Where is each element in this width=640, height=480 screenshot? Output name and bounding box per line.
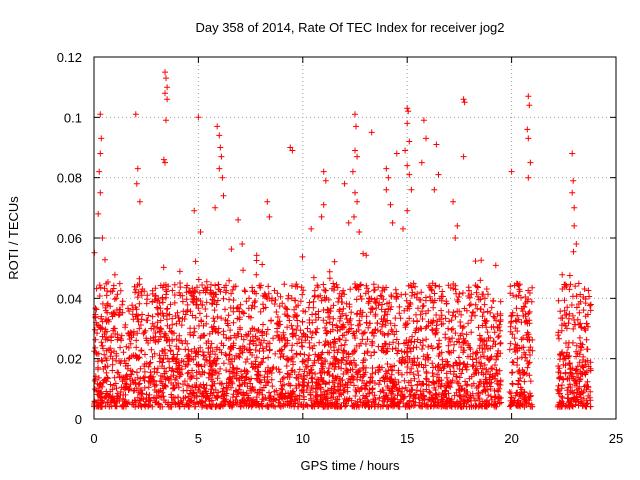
- x-axis-label: GPS time / hours: [301, 458, 400, 473]
- y-tick-labels: 0 0.02 0.04 0.06 0.08 0.1 0.12: [57, 50, 82, 427]
- y-tick-label: 0.08: [57, 171, 82, 186]
- y-tick-label: 0.02: [57, 352, 82, 367]
- y-tick-label: 0.04: [57, 291, 82, 306]
- axis-ticks: [93, 56, 617, 420]
- data-points: [91, 69, 594, 410]
- x-tick-label: 25: [609, 431, 623, 446]
- y-tick-label: 0.06: [57, 231, 82, 246]
- chart-title: Day 358 of 2014, Rate Of TEC Index for r…: [195, 20, 504, 35]
- x-tick-label: 10: [296, 431, 310, 446]
- data-point-markers: [91, 69, 594, 410]
- x-tick-label: 15: [400, 431, 414, 446]
- y-tick-label: 0.1: [64, 110, 82, 125]
- x-tick-label: 20: [504, 431, 518, 446]
- grid-lines: [94, 57, 616, 419]
- x-tick-labels: 0 5 10 15 20 25: [90, 431, 623, 446]
- x-tick-label: 5: [195, 431, 202, 446]
- y-axis-label: ROTI / TECUs: [6, 196, 21, 280]
- y-tick-label: 0: [75, 412, 82, 427]
- x-tick-label: 0: [90, 431, 97, 446]
- y-tick-label: 0.12: [57, 50, 82, 65]
